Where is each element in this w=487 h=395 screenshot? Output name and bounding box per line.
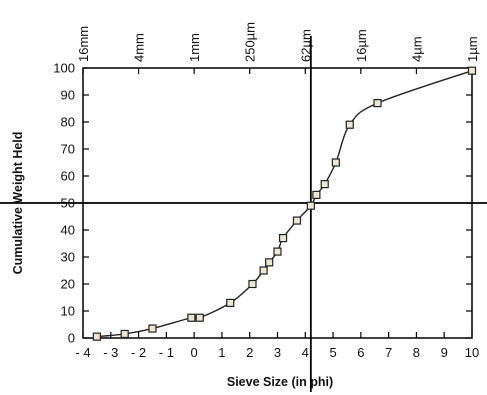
x-tick-label: 5 (329, 345, 336, 360)
y-tick-label: 70 (61, 142, 75, 157)
y-axis-title: Cumulative Weight Held (11, 132, 25, 275)
x-tick-label: 4 (302, 345, 309, 360)
data-point (226, 298, 235, 307)
top-size-label: 16mm (76, 26, 91, 62)
x-tick-label: 7 (385, 345, 392, 360)
top-size-label: 250µm (243, 22, 258, 62)
data-point (273, 247, 282, 256)
top-size-label: 4µm (409, 36, 424, 62)
x-tick-label: 2 (246, 345, 253, 360)
data-point (278, 234, 288, 243)
y-tick-label: 30 (61, 250, 75, 265)
top-size-label: 1µm (465, 36, 480, 62)
x-tick-label: 10 (465, 345, 479, 360)
y-tick-label: 100 (53, 61, 75, 76)
data-point (292, 216, 302, 225)
y-tick-label: 60 (61, 169, 75, 184)
y-tick-label: 0 (68, 331, 75, 346)
y-tick-label: 40 (61, 223, 75, 238)
reference-lines (0, 36, 487, 392)
data-point (265, 258, 274, 267)
y-tick-label: 20 (61, 277, 75, 292)
data-point (187, 313, 196, 322)
data-point (467, 66, 477, 75)
data-markers (92, 66, 477, 341)
top-size-label: 1mm (187, 33, 202, 62)
top-size-label: 4mm (132, 33, 147, 62)
x-tick-label: 8 (413, 345, 420, 360)
x-tick-label: 6 (357, 345, 364, 360)
x-axis-title: Sieve Size (in phi) (227, 375, 333, 389)
x-tick-label: 9 (441, 345, 448, 360)
data-point (195, 313, 204, 322)
x-tick-label: 3 (274, 345, 281, 360)
data-point (92, 332, 101, 341)
data-point (373, 98, 382, 108)
top-size-label: 62µm (298, 29, 313, 62)
data-point (120, 329, 129, 339)
x-tick-label: - 4 (75, 345, 90, 360)
data-point (259, 266, 268, 275)
data-point (306, 201, 315, 210)
x-tick-label: 0 (191, 345, 198, 360)
x-tick-label: - 3 (103, 345, 118, 360)
y-tick-label: 80 (61, 115, 75, 130)
x-tick-label: - 1 (159, 345, 174, 360)
data-point (320, 180, 329, 189)
data-point (312, 190, 321, 199)
x-tick-label: - 2 (131, 345, 146, 360)
y-tick-label: 90 (61, 88, 75, 103)
data-point (345, 120, 354, 129)
data-point (331, 158, 340, 167)
x-tick-label: 1 (218, 345, 225, 360)
top-size-label: 16µm (354, 29, 369, 62)
x-axis-ticks: - 4 - 3 - 2 - 1 0 1 2 3 4 5 6 7 8 9 10 (75, 332, 479, 360)
top-axis-size-labels: 16mm 4mm 1mm 250µm 62µm 16µm 4µm 1µm (76, 22, 480, 74)
data-point (248, 279, 257, 289)
y-tick-label: 10 (61, 304, 75, 319)
data-point (148, 324, 157, 333)
